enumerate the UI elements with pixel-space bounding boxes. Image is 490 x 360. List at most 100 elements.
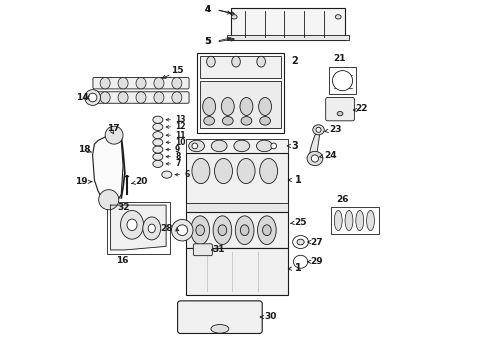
Ellipse shape (234, 140, 250, 152)
Ellipse shape (136, 77, 146, 89)
Bar (200, 56, 281, 78)
Ellipse shape (121, 211, 144, 239)
Ellipse shape (172, 92, 182, 103)
Text: 16: 16 (116, 256, 128, 265)
Text: 32: 32 (118, 203, 130, 212)
Ellipse shape (334, 211, 342, 230)
Ellipse shape (333, 71, 353, 91)
Text: 7: 7 (175, 159, 180, 168)
Text: 8: 8 (175, 152, 180, 161)
Ellipse shape (204, 117, 215, 125)
FancyBboxPatch shape (177, 301, 262, 333)
Text: 5: 5 (205, 37, 211, 46)
Text: 31: 31 (213, 245, 225, 254)
Ellipse shape (337, 112, 343, 116)
Text: 4: 4 (204, 5, 211, 14)
Ellipse shape (263, 225, 271, 235)
Ellipse shape (297, 239, 304, 245)
Text: 10: 10 (175, 138, 186, 147)
Text: 9: 9 (175, 145, 180, 154)
FancyBboxPatch shape (194, 244, 212, 256)
Text: 14: 14 (76, 93, 88, 102)
Text: 1: 1 (294, 263, 301, 273)
Ellipse shape (215, 158, 232, 184)
Ellipse shape (127, 219, 137, 230)
Bar (196, 53, 285, 134)
Ellipse shape (316, 127, 321, 132)
Bar (231, 8, 345, 40)
Text: 23: 23 (329, 125, 342, 134)
Ellipse shape (203, 98, 216, 116)
Polygon shape (111, 205, 166, 250)
FancyBboxPatch shape (93, 92, 189, 103)
Ellipse shape (259, 98, 271, 116)
Ellipse shape (231, 15, 237, 19)
Bar (107, 202, 170, 253)
Ellipse shape (218, 225, 227, 235)
Ellipse shape (196, 225, 204, 235)
Ellipse shape (207, 56, 215, 67)
Ellipse shape (241, 117, 252, 125)
Bar (186, 248, 288, 295)
Text: 4: 4 (205, 5, 211, 14)
Ellipse shape (153, 139, 163, 146)
Ellipse shape (356, 211, 364, 230)
Text: 22: 22 (355, 104, 368, 113)
Ellipse shape (240, 98, 253, 116)
Ellipse shape (85, 90, 100, 105)
Text: 12: 12 (175, 122, 186, 131)
Ellipse shape (100, 92, 110, 103)
Ellipse shape (345, 211, 353, 230)
Ellipse shape (367, 211, 374, 230)
Text: 6: 6 (184, 170, 189, 179)
Bar (186, 139, 288, 153)
Bar (329, 67, 356, 94)
Text: 13: 13 (175, 115, 186, 124)
Ellipse shape (88, 93, 97, 102)
Ellipse shape (294, 255, 308, 268)
Ellipse shape (98, 190, 119, 210)
Text: 19: 19 (74, 177, 87, 186)
Ellipse shape (237, 158, 255, 184)
Ellipse shape (335, 15, 341, 19)
Ellipse shape (172, 220, 193, 241)
Ellipse shape (136, 92, 146, 103)
Text: 29: 29 (310, 257, 323, 266)
Ellipse shape (240, 225, 249, 235)
Text: 27: 27 (310, 238, 323, 247)
Text: 20: 20 (136, 177, 148, 186)
Ellipse shape (153, 123, 163, 131)
Ellipse shape (222, 117, 233, 125)
Ellipse shape (153, 132, 163, 139)
Ellipse shape (153, 160, 163, 167)
Text: 30: 30 (265, 312, 277, 321)
Text: 26: 26 (337, 195, 349, 204)
Ellipse shape (213, 216, 232, 244)
Ellipse shape (260, 158, 278, 184)
Ellipse shape (256, 140, 272, 152)
Ellipse shape (257, 56, 266, 67)
Ellipse shape (189, 140, 204, 152)
Text: 28: 28 (160, 224, 172, 233)
Ellipse shape (192, 143, 197, 149)
Ellipse shape (258, 216, 276, 244)
Text: 3: 3 (292, 141, 298, 151)
Text: 24: 24 (324, 151, 337, 160)
Ellipse shape (100, 77, 110, 89)
Text: 21: 21 (333, 54, 345, 63)
Bar (227, 35, 349, 40)
Ellipse shape (311, 155, 318, 162)
Ellipse shape (211, 140, 227, 152)
Ellipse shape (154, 92, 164, 103)
Bar (200, 81, 281, 128)
Ellipse shape (154, 77, 164, 89)
Polygon shape (310, 128, 320, 160)
Ellipse shape (211, 324, 229, 333)
Ellipse shape (118, 92, 128, 103)
Ellipse shape (162, 171, 172, 178)
FancyBboxPatch shape (93, 77, 189, 89)
Ellipse shape (191, 216, 210, 244)
Text: 18: 18 (78, 145, 91, 154)
Ellipse shape (192, 158, 210, 184)
Ellipse shape (153, 116, 163, 123)
